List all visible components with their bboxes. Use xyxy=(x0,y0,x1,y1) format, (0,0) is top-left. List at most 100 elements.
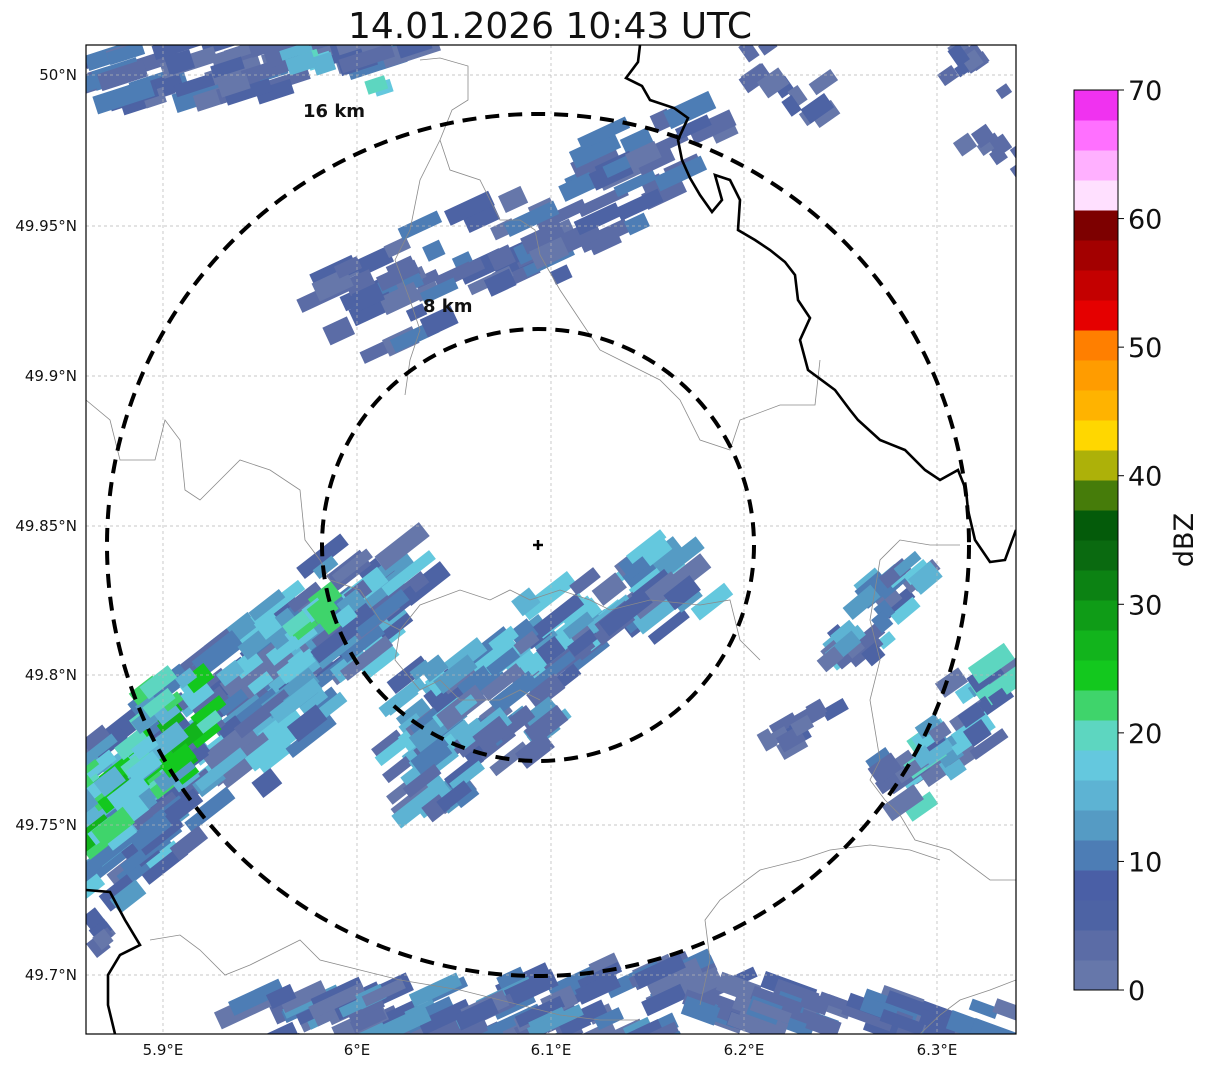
echo-cell xyxy=(511,587,541,617)
echo-cell xyxy=(413,1019,461,1034)
colorbar-swatch xyxy=(1074,810,1118,841)
echo-cell xyxy=(653,155,708,192)
echo-cell xyxy=(646,1030,686,1034)
colorbar-swatch xyxy=(1074,570,1118,601)
colorbar-swatch xyxy=(1074,360,1118,391)
echo-cell xyxy=(361,645,400,680)
echo-cell xyxy=(893,550,922,577)
echo-cell xyxy=(359,45,391,53)
echo-cell xyxy=(496,966,527,992)
echo-cell xyxy=(169,825,209,861)
echo-cell xyxy=(331,548,373,585)
echo-cell xyxy=(451,251,474,270)
echo-cell xyxy=(756,67,790,99)
admin-border xyxy=(86,399,331,581)
colorbar-tick-label: 20 xyxy=(1128,719,1162,750)
echo-cell xyxy=(846,632,884,668)
echo-cell xyxy=(333,604,358,628)
echo-cell xyxy=(216,715,243,739)
colorbar-tick-label: 30 xyxy=(1128,590,1162,621)
echo-cell xyxy=(161,691,184,712)
echo-cell xyxy=(457,665,492,697)
echo-cell xyxy=(308,982,367,1019)
echo-cell xyxy=(233,689,292,739)
admin-border xyxy=(869,539,1016,881)
y-tick-label: 50°N xyxy=(39,66,77,84)
admin-border xyxy=(919,979,1016,1034)
echo-cell xyxy=(382,1005,432,1034)
echo-cell xyxy=(524,704,569,746)
echo-cell xyxy=(443,752,485,788)
country-border xyxy=(624,45,1016,564)
colorbar-swatch xyxy=(1074,780,1118,811)
echo-cell xyxy=(489,741,530,777)
echo-cell xyxy=(92,928,114,951)
echo-cell xyxy=(967,642,1015,684)
echo-cell xyxy=(577,116,631,151)
echo-cell xyxy=(322,316,356,346)
colorbar-frame xyxy=(1073,89,1119,991)
echo-cell xyxy=(781,94,802,117)
colorbar: 0 10 20 30 40 50 60 70 dBZ xyxy=(1073,76,1200,1007)
echo-cell xyxy=(311,51,337,76)
echo-cell xyxy=(364,75,389,95)
echo-cell xyxy=(173,73,216,98)
echo-cell xyxy=(488,625,519,654)
echo-cell xyxy=(361,978,406,1007)
map-frame xyxy=(85,44,1017,1035)
y-tick-label: 49.9°N xyxy=(25,367,77,385)
echo-cell xyxy=(175,667,198,689)
echo-cell xyxy=(408,972,462,1008)
echo-cell xyxy=(296,533,349,580)
echo-cell xyxy=(808,69,839,96)
echo-cell xyxy=(454,997,499,1031)
echo-cell xyxy=(86,749,117,797)
colorbar-swatch xyxy=(1074,510,1118,541)
echo-cell xyxy=(265,983,297,1010)
colorbar-swatch xyxy=(1074,420,1118,451)
y-tick-label: 49.95°N xyxy=(15,217,77,235)
echo-cell xyxy=(190,695,227,727)
echo-cell xyxy=(338,45,395,74)
echo-cell xyxy=(503,968,559,1008)
echo-cell xyxy=(419,277,459,305)
echo-cell xyxy=(253,611,283,640)
echo-cell xyxy=(158,743,197,778)
colorbar-ticks: 0 10 20 30 40 50 60 70 xyxy=(1118,76,1162,1007)
echo-cell xyxy=(106,45,146,66)
echo-cell xyxy=(615,188,664,221)
colorbar-swatch xyxy=(1074,960,1118,991)
echo-cell xyxy=(498,185,529,213)
echo-cell xyxy=(493,1030,535,1034)
echo-cell xyxy=(895,1026,934,1034)
echo-cell xyxy=(890,596,921,626)
echo-cell xyxy=(347,996,385,1023)
echo-cell xyxy=(358,17,388,41)
echo-cell xyxy=(564,1020,619,1034)
echo-cell xyxy=(520,220,566,255)
echo-cell xyxy=(351,282,386,312)
colorbar-swatch xyxy=(1074,270,1118,301)
echo-cell xyxy=(449,760,485,792)
echo-cell xyxy=(481,1031,508,1034)
echo-cell xyxy=(374,736,408,767)
echo-cell xyxy=(569,567,601,596)
radar-echo-layer xyxy=(28,17,1016,1034)
echo-cell xyxy=(749,999,792,1024)
echo-cell xyxy=(93,766,126,797)
echo-cell xyxy=(337,601,375,636)
echo-cell xyxy=(336,45,387,56)
echo-cell xyxy=(842,584,881,621)
echo-cell xyxy=(343,269,376,297)
map-plot-area: 16 km 8 km xyxy=(28,17,1017,1035)
y-axis: 50°N 49.95°N 49.9°N 49.85°N 49.8°N 49.75… xyxy=(15,66,77,984)
echo-cell xyxy=(989,146,1008,166)
echo-cell xyxy=(28,867,75,909)
echo-cell xyxy=(106,772,150,813)
echo-cell xyxy=(472,715,512,753)
echo-cell xyxy=(568,131,622,169)
echo-cell xyxy=(349,1007,387,1034)
echo-cell xyxy=(216,72,251,98)
echo-cell xyxy=(821,698,849,722)
echo-cell xyxy=(514,995,565,1028)
